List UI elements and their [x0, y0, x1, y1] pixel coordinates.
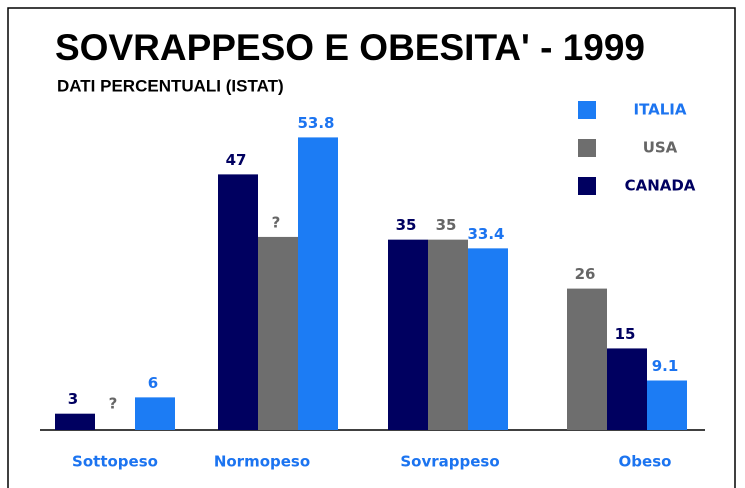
x-tick-label: Sottopeso — [72, 453, 158, 471]
data-label: 3 — [68, 390, 78, 408]
data-label: 26 — [575, 265, 596, 283]
bar — [55, 413, 95, 430]
bar — [258, 236, 298, 430]
data-label: ? — [272, 213, 281, 231]
bar — [218, 174, 258, 430]
chart-subtitle: DATI PERCENTUALI (ISTAT) — [57, 76, 284, 95]
data-label: ? — [109, 395, 118, 413]
data-label: 6 — [148, 374, 158, 392]
legend-swatch — [578, 177, 596, 195]
legend-swatch — [578, 139, 596, 157]
x-tick-label: Normopeso — [214, 453, 310, 471]
data-label: 47 — [226, 151, 247, 169]
bar — [298, 137, 338, 430]
data-label: 33.4 — [467, 225, 504, 243]
bar — [135, 397, 175, 430]
legend-label: ITALIA — [633, 101, 686, 119]
data-label: 53.8 — [297, 114, 334, 132]
bar — [567, 288, 607, 430]
data-label: 9.1 — [652, 357, 679, 375]
chart-title: SOVRAPPESO E OBESITA' - 1999 — [55, 27, 645, 68]
x-tick-label: Obeso — [619, 453, 672, 471]
data-label: 35 — [436, 216, 457, 234]
legend-swatch — [578, 101, 596, 119]
frame — [7, 7, 736, 488]
data-label: 35 — [396, 216, 417, 234]
bar — [468, 248, 508, 430]
data-label: 15 — [615, 325, 636, 343]
x-tick-label: Sovrappeso — [400, 453, 499, 471]
bar — [388, 239, 428, 430]
legend-label: USA — [643, 139, 678, 157]
legend-label: CANADA — [625, 177, 696, 195]
bar — [428, 239, 468, 430]
bar — [607, 348, 647, 430]
bar — [647, 380, 687, 430]
